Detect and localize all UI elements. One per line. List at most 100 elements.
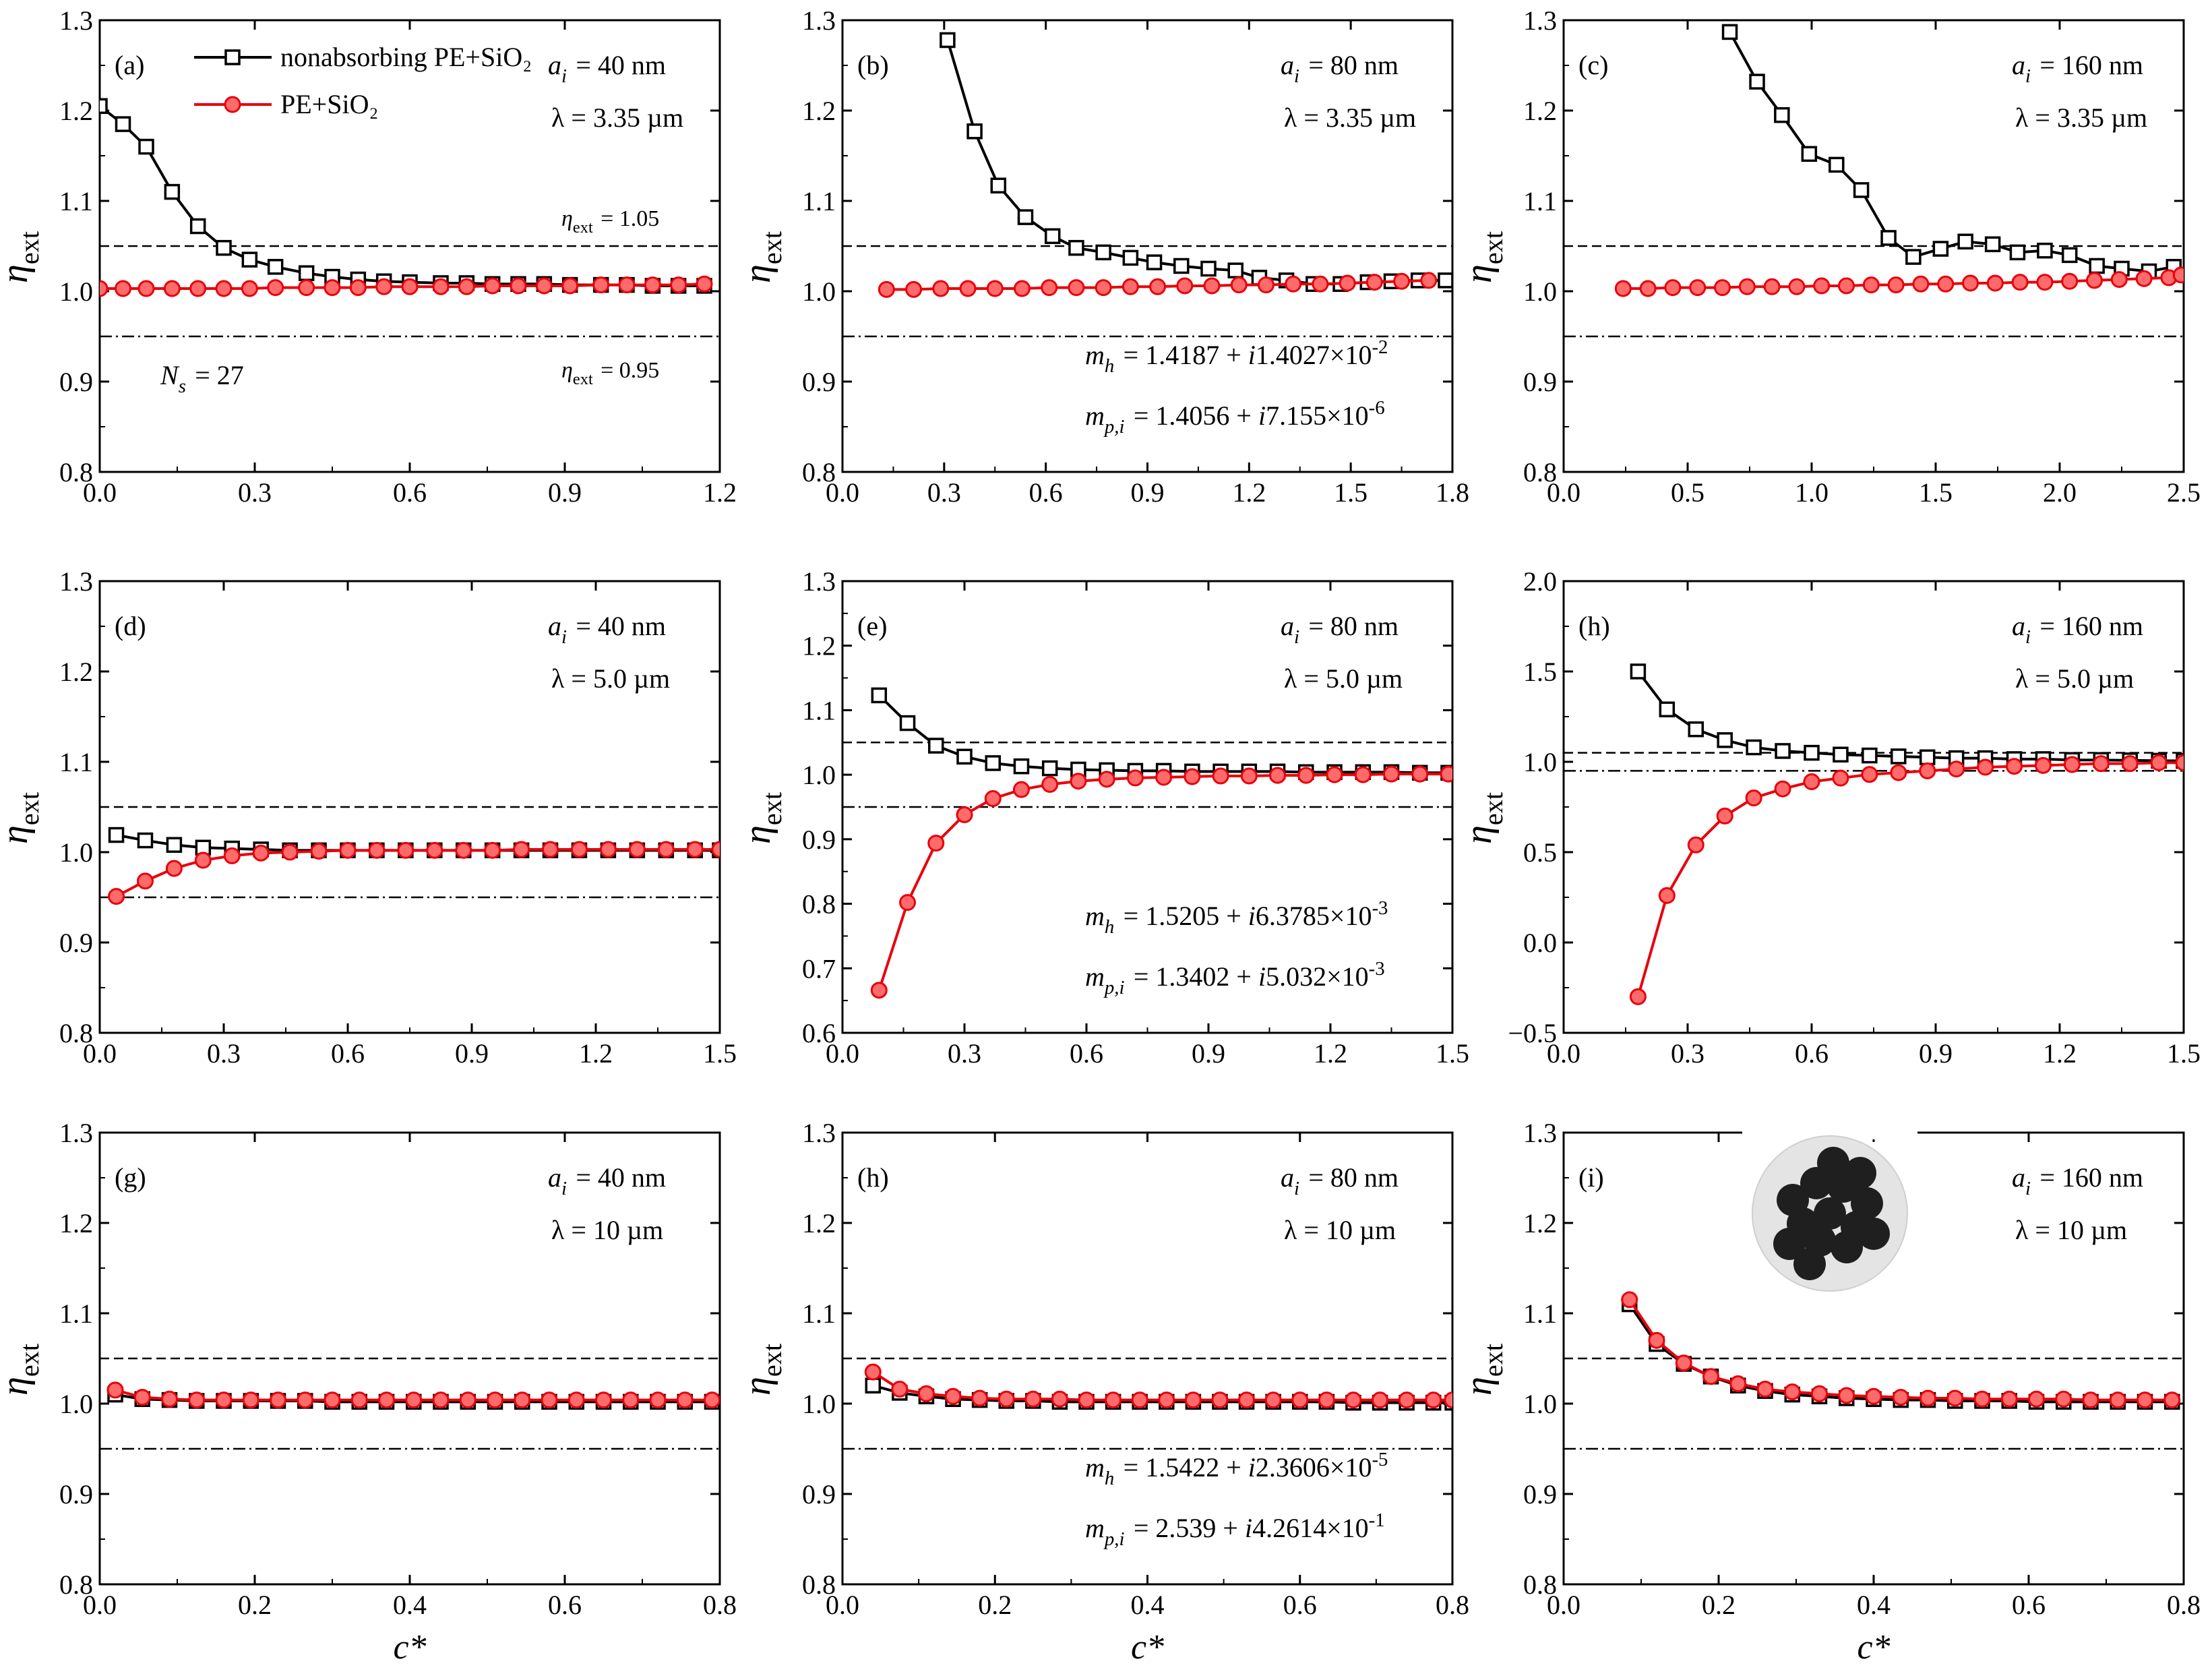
y-axis-title: ηext bbox=[0, 231, 44, 283]
y-axis-title: ηext bbox=[1458, 231, 1508, 283]
data-point-absorbing bbox=[1687, 836, 1704, 853]
y-tick-label: 0.8 bbox=[59, 1018, 93, 1048]
data-point-absorbing bbox=[223, 847, 241, 864]
data-point-nonabsorbing bbox=[1749, 73, 1765, 90]
x-tick-label: 1.5 bbox=[1334, 477, 1368, 508]
data-point-absorbing bbox=[542, 841, 559, 858]
data-point-nonabsorbing bbox=[1438, 272, 1452, 289]
data-point-absorbing bbox=[535, 277, 553, 295]
panel-6: 0.0 0.3 0.6 0.9 1.2 1.5−0.50.00.51.01.52.0(h)… bbox=[1458, 566, 2201, 1069]
data-point-absorbing bbox=[1211, 1391, 1229, 1409]
y-tick-label: −0.5 bbox=[1508, 1018, 1557, 1048]
data-point-nonabsorbing bbox=[100, 98, 108, 115]
data-point-absorbing bbox=[1345, 1391, 1362, 1409]
series-line-nonabsorbing bbox=[100, 104, 704, 287]
data-point-absorbing bbox=[1948, 760, 1965, 778]
data-point-absorbing bbox=[2061, 272, 2079, 290]
data-point-absorbing bbox=[1131, 1391, 1148, 1409]
y-tick-label: 0.8 bbox=[1523, 1569, 1557, 1600]
data-point-absorbing bbox=[2006, 758, 2023, 775]
data-point-absorbing bbox=[487, 1391, 503, 1409]
x-axis-title: c* bbox=[1857, 1628, 1890, 1667]
data-point-absorbing bbox=[2034, 756, 2052, 774]
inset-sphere bbox=[1857, 1218, 1890, 1250]
data-point-nonabsorbing bbox=[1984, 236, 2001, 253]
inset-sphere bbox=[1844, 1157, 1876, 1189]
sphere-count-label: Ns = 27 bbox=[160, 360, 244, 397]
data-point-absorbing bbox=[1838, 277, 1855, 295]
data-point-absorbing bbox=[161, 1390, 178, 1408]
y-axis-title: ηext bbox=[1458, 1344, 1508, 1396]
data-point-absorbing bbox=[2000, 1390, 2018, 1408]
data-point-absorbing bbox=[484, 841, 501, 859]
data-point-absorbing bbox=[188, 1391, 206, 1409]
data-point-absorbing bbox=[189, 280, 207, 297]
x-tick-label: 2.0 bbox=[2043, 477, 2077, 508]
y-axis-title-text: ηext bbox=[737, 789, 787, 844]
data-point-absorbing bbox=[1862, 276, 1880, 294]
x-tick-label: 0.0 bbox=[1547, 477, 1580, 508]
data-point-absorbing bbox=[1024, 1390, 1042, 1408]
data-point-absorbing bbox=[2121, 755, 2139, 773]
series-line-absorbing bbox=[115, 847, 720, 898]
x-tick-label: 0.0 bbox=[1547, 1590, 1580, 1620]
data-point-absorbing bbox=[599, 841, 617, 858]
x-axis-title-text: c* bbox=[1857, 1628, 1890, 1667]
aggregate-inset-image bbox=[1742, 1127, 1917, 1292]
x-tick-label: 0.4 bbox=[1131, 1590, 1165, 1620]
data-point-absorbing bbox=[1051, 1390, 1068, 1408]
data-point-absorbing bbox=[426, 841, 443, 859]
data-point-absorbing bbox=[1149, 278, 1167, 295]
data-point-absorbing bbox=[1629, 988, 1647, 1005]
data-point-absorbing bbox=[405, 1391, 423, 1409]
data-point-absorbing bbox=[484, 277, 501, 295]
data-point-absorbing bbox=[459, 1391, 477, 1409]
x-tick-label: 0.0 bbox=[1547, 1038, 1580, 1069]
data-point-absorbing bbox=[2135, 270, 2153, 287]
x-tick-label: 0.3 bbox=[207, 1038, 241, 1069]
inset-sphere bbox=[1773, 1228, 1806, 1260]
x-tick-label: 0.2 bbox=[238, 1590, 272, 1620]
particle-radius-label: ai = 80 nm bbox=[1281, 1162, 1399, 1199]
wavelength-label: λ = 3.35 µm bbox=[2015, 102, 2147, 133]
panel-label: (e) bbox=[857, 611, 887, 641]
y-tick-label: 1.2 bbox=[59, 1208, 93, 1238]
data-point-absorbing bbox=[1892, 1389, 1909, 1406]
x-tick-label: 0.6 bbox=[1029, 477, 1063, 508]
series-group bbox=[108, 827, 720, 905]
data-point-absorbing bbox=[1383, 765, 1400, 783]
x-tick-label: 0.0 bbox=[826, 1038, 859, 1069]
data-point-absorbing bbox=[1803, 773, 1820, 790]
data-point-absorbing bbox=[878, 280, 895, 298]
panel-label: (i) bbox=[1578, 1162, 1604, 1193]
data-point-absorbing bbox=[1230, 276, 1248, 294]
data-point-absorbing bbox=[649, 1391, 667, 1409]
plot-frame bbox=[1562, 580, 2185, 1034]
x-tick-label: 0.0 bbox=[83, 1590, 117, 1620]
data-point-absorbing bbox=[944, 1387, 962, 1405]
y-tick-label: 1.2 bbox=[1523, 1208, 1557, 1238]
data-point-absorbing bbox=[1832, 769, 1849, 787]
panel-2: 0.0 0.3 0.6 0.9 1.2 1.5 1.8 0.8 0.9 1.0 1.1 1.2 1.3 (… bbox=[737, 5, 1469, 508]
data-point-absorbing bbox=[1184, 1391, 1202, 1409]
data-point-absorbing bbox=[2063, 756, 2081, 773]
data-point-absorbing bbox=[899, 894, 917, 911]
data-point-nonabsorbing bbox=[956, 748, 973, 765]
x-tick-label: 0.3 bbox=[238, 477, 272, 508]
data-point-nonabsorbing bbox=[1905, 249, 1922, 265]
data-point-absorbing bbox=[2011, 274, 2029, 291]
y-axis-title: ηext bbox=[1458, 792, 1508, 844]
data-point-nonabsorbing bbox=[1122, 249, 1139, 266]
x-tick-label: 0.6 bbox=[1070, 1038, 1103, 1069]
data-point-absorbing bbox=[676, 1391, 694, 1409]
data-point-absorbing bbox=[1312, 275, 1329, 293]
data-point-absorbing bbox=[997, 1390, 1015, 1408]
data-point-nonabsorbing bbox=[1774, 107, 1790, 123]
y-tick-label: 1.0 bbox=[802, 276, 836, 307]
series-group bbox=[878, 32, 1452, 298]
panel-label: (g) bbox=[115, 1162, 146, 1193]
data-point-absorbing bbox=[1444, 1391, 1452, 1409]
y-tick-label: 1.1 bbox=[802, 186, 836, 216]
data-point-absorbing bbox=[1041, 776, 1059, 793]
data-point-absorbing bbox=[1729, 1375, 1747, 1393]
